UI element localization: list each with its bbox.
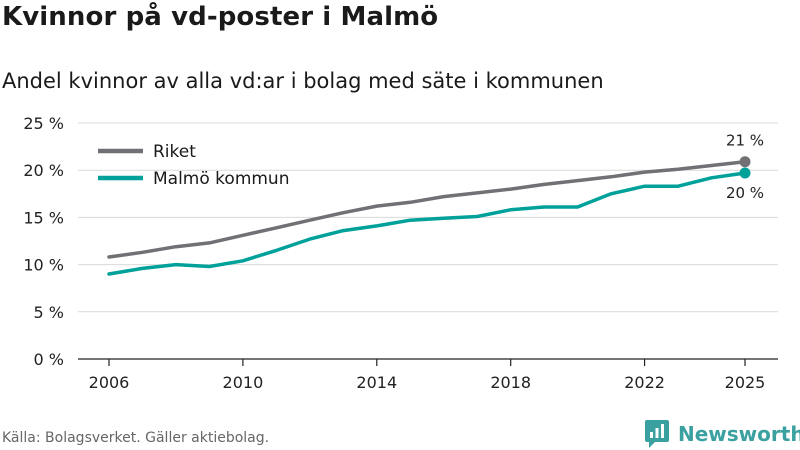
y-axis-ticks: 0 % 5 % 10 % 15 % 20 % 25 %	[23, 114, 64, 369]
x-tick-label: 2018	[490, 373, 531, 392]
newsworthy-logo: Newsworthy	[644, 418, 800, 450]
x-tick-label: 2006	[89, 373, 130, 392]
x-tick-label: 2022	[624, 373, 665, 392]
y-tick-label: 25 %	[23, 114, 64, 133]
y-tick-label: 5 %	[34, 303, 64, 322]
x-tick-label: 2010	[223, 373, 264, 392]
end-point-malmo	[739, 167, 751, 179]
x-tick-label: 2025	[725, 373, 766, 392]
legend-label-malmo: Malmö kommun	[153, 169, 289, 189]
series-line-malmo	[107, 171, 747, 276]
x-axis-ticks: 2006 2010 2014 2018 2022 2025	[89, 359, 766, 392]
end-point-riket	[739, 156, 751, 168]
y-tick-label: 0 %	[34, 350, 64, 369]
y-tick-label: 10 %	[23, 256, 64, 275]
y-tick-label: 15 %	[23, 208, 64, 227]
x-tick-label: 2014	[356, 373, 397, 392]
brand-name: Newsworthy	[678, 422, 800, 446]
chart-title: Kvinnor på vd-poster i Malmö	[2, 2, 439, 32]
end-label-riket: 21 %	[726, 132, 764, 150]
series-lines: 21 % 20 %	[107, 132, 764, 276]
y-tick-label: 20 %	[23, 161, 64, 180]
series-line-riket	[107, 159, 747, 259]
end-label-malmo: 20 %	[726, 184, 764, 202]
legend: Riket Malmö kommun	[98, 142, 289, 189]
newsworthy-icon	[645, 420, 669, 448]
legend-label-riket: Riket	[153, 142, 196, 162]
source-note: Källa: Bolagsverket. Gäller aktiebolag.	[2, 430, 270, 446]
chart-subtitle: Andel kvinnor av alla vd:ar i bolag med …	[2, 69, 604, 93]
